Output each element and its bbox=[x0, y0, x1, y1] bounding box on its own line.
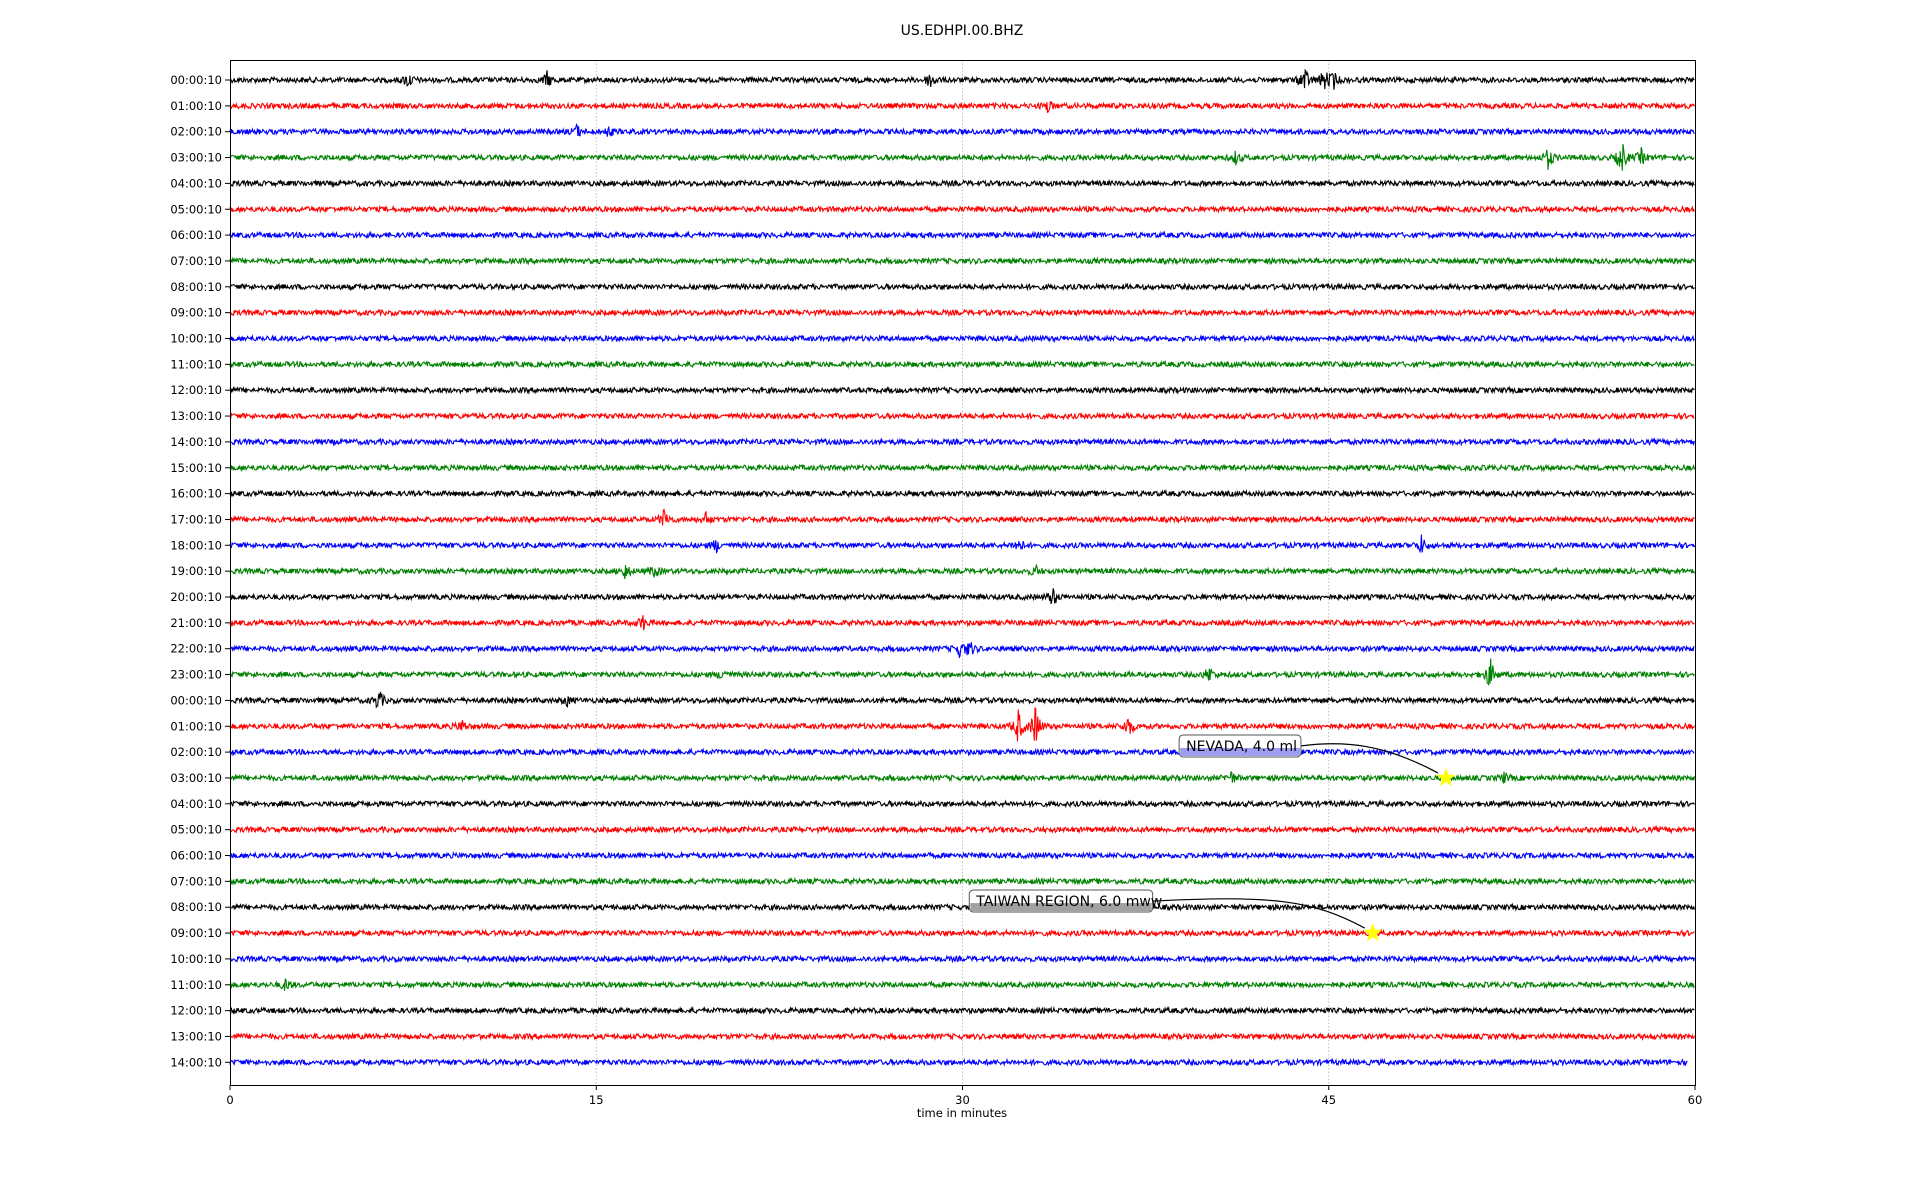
x-axis-label: time in minutes bbox=[917, 1106, 1007, 1120]
trace-030010-row3 bbox=[229, 143, 1695, 171]
trace-010010-row1 bbox=[229, 101, 1695, 114]
y-tick-label: 00:00:10 bbox=[170, 73, 222, 87]
y-tick-label: 13:00:10 bbox=[170, 409, 222, 423]
y-tick-label: 03:00:10 bbox=[170, 771, 222, 785]
trace-010010-row25 bbox=[229, 707, 1695, 742]
trace-160010-row16 bbox=[229, 488, 1695, 499]
trace-070010-row7 bbox=[229, 256, 1695, 266]
y-tick-label: 11:00:10 bbox=[170, 978, 222, 992]
y-tick-label: 04:00:10 bbox=[170, 176, 222, 190]
y-tick-label: 05:00:10 bbox=[170, 823, 222, 837]
trace-020010-row2 bbox=[229, 123, 1695, 137]
event-label: TAIWAN REGION, 6.0 mww bbox=[975, 894, 1162, 910]
y-tick-label: 10:00:10 bbox=[170, 952, 222, 966]
event-arrow bbox=[1152, 898, 1365, 929]
trace-050010-row29 bbox=[229, 824, 1695, 835]
trace-080010-row8 bbox=[229, 282, 1695, 292]
trace-140010-row38 bbox=[229, 1057, 1688, 1068]
event-label: NEVADA, 4.0 ml bbox=[1186, 739, 1297, 755]
x-tick-label: 60 bbox=[1688, 1093, 1703, 1107]
y-tick-label: 10:00:10 bbox=[170, 332, 222, 346]
y-tick-label: 02:00:10 bbox=[170, 745, 222, 759]
trace-060010-row30 bbox=[229, 850, 1695, 861]
x-tick-label: 45 bbox=[1321, 1093, 1336, 1107]
x-tick-label: 0 bbox=[226, 1093, 233, 1107]
y-tick-label: 02:00:10 bbox=[170, 125, 222, 139]
trace-190010-row19 bbox=[229, 563, 1695, 580]
y-tick-label: 09:00:10 bbox=[170, 306, 222, 320]
trace-100010-row10 bbox=[229, 333, 1695, 344]
trace-120010-row36 bbox=[229, 1005, 1695, 1016]
y-tick-label: 08:00:10 bbox=[170, 900, 222, 914]
trace-040010-row4 bbox=[229, 178, 1695, 189]
trace-050010-row5 bbox=[229, 204, 1695, 214]
y-tick-label: 07:00:10 bbox=[170, 874, 222, 888]
trace-130010-row13 bbox=[229, 411, 1695, 421]
event-star-icon bbox=[1363, 923, 1383, 942]
y-tick-label: 08:00:10 bbox=[170, 280, 222, 294]
trace-130010-row37 bbox=[229, 1031, 1695, 1042]
trace-060010-row6 bbox=[229, 230, 1695, 240]
trace-090010-row33 bbox=[229, 928, 1695, 938]
traces bbox=[229, 68, 1695, 1068]
trace-220010-row22 bbox=[230, 642, 1695, 658]
trace-000010-row24 bbox=[229, 691, 1695, 709]
y-tick-label: 18:00:10 bbox=[170, 538, 222, 552]
y-axis-ticks: 00:00:10 01:00:10 02:00:10 03:00:10 04:00:10… bbox=[170, 73, 230, 1069]
trace-230010-row23 bbox=[229, 658, 1695, 687]
trace-100010-row34 bbox=[229, 954, 1695, 964]
trace-170010-row17 bbox=[229, 508, 1695, 526]
event-label-shade bbox=[970, 903, 1152, 912]
trace-090010-row9 bbox=[229, 307, 1695, 318]
y-tick-label: 04:00:10 bbox=[170, 797, 222, 811]
event-star-icon bbox=[1436, 768, 1456, 786]
x-axis-ticks: 0 15 30 45 60 bbox=[226, 1085, 1702, 1107]
x-tick-label: 30 bbox=[955, 1093, 970, 1107]
y-tick-label: 07:00:10 bbox=[170, 254, 222, 268]
y-tick-label: 01:00:10 bbox=[170, 719, 222, 733]
trace-040010-row28 bbox=[229, 799, 1695, 809]
trace-180010-row18 bbox=[229, 534, 1695, 554]
y-tick-label: 11:00:10 bbox=[170, 357, 222, 371]
y-tick-label: 23:00:10 bbox=[170, 668, 222, 682]
y-tick-label: 21:00:10 bbox=[170, 616, 222, 630]
trace-120010-row12 bbox=[229, 385, 1695, 395]
trace-150010-row15 bbox=[229, 463, 1695, 473]
y-tick-label: 06:00:10 bbox=[170, 228, 222, 242]
y-tick-label: 09:00:10 bbox=[170, 926, 222, 940]
y-tick-label: 16:00:10 bbox=[170, 487, 222, 501]
event-annotations: NEVADA, 4.0 ml TAIWAN REGION, 6.0 mww bbox=[968, 734, 1456, 942]
event-label-shade bbox=[1180, 747, 1300, 756]
y-tick-label: 06:00:10 bbox=[170, 849, 222, 863]
y-tick-label: 01:00:10 bbox=[170, 99, 222, 113]
y-tick-label: 15:00:10 bbox=[170, 461, 222, 475]
trace-020010-row26 bbox=[229, 747, 1695, 757]
y-tick-label: 05:00:10 bbox=[170, 202, 222, 216]
y-tick-label: 03:00:10 bbox=[170, 151, 222, 165]
event-arrow bbox=[1300, 743, 1439, 774]
y-tick-label: 12:00:10 bbox=[170, 383, 222, 397]
trace-110010-row35 bbox=[229, 978, 1695, 991]
y-tick-label: 00:00:10 bbox=[170, 693, 222, 707]
trace-070010-row31 bbox=[229, 876, 1695, 887]
y-tick-label: 17:00:10 bbox=[170, 512, 222, 526]
trace-110010-row11 bbox=[229, 359, 1695, 370]
y-tick-label: 13:00:10 bbox=[170, 1029, 222, 1043]
chart-title: US.EDHPI.00.BHZ bbox=[901, 23, 1024, 39]
y-tick-label: 22:00:10 bbox=[170, 642, 222, 656]
y-tick-label: 12:00:10 bbox=[170, 1004, 222, 1018]
y-tick-label: 14:00:10 bbox=[170, 1055, 222, 1069]
trace-080010-row32 bbox=[229, 902, 1695, 912]
x-tick-label: 15 bbox=[589, 1093, 604, 1107]
trace-200010-row20 bbox=[229, 588, 1695, 605]
trace-000010-row0 bbox=[229, 68, 1695, 90]
trace-140010-row14 bbox=[229, 437, 1695, 447]
y-tick-label: 19:00:10 bbox=[170, 564, 222, 578]
trace-210010-row21 bbox=[229, 615, 1695, 631]
y-tick-label: 14:00:10 bbox=[170, 435, 222, 449]
y-tick-label: 20:00:10 bbox=[170, 590, 222, 604]
